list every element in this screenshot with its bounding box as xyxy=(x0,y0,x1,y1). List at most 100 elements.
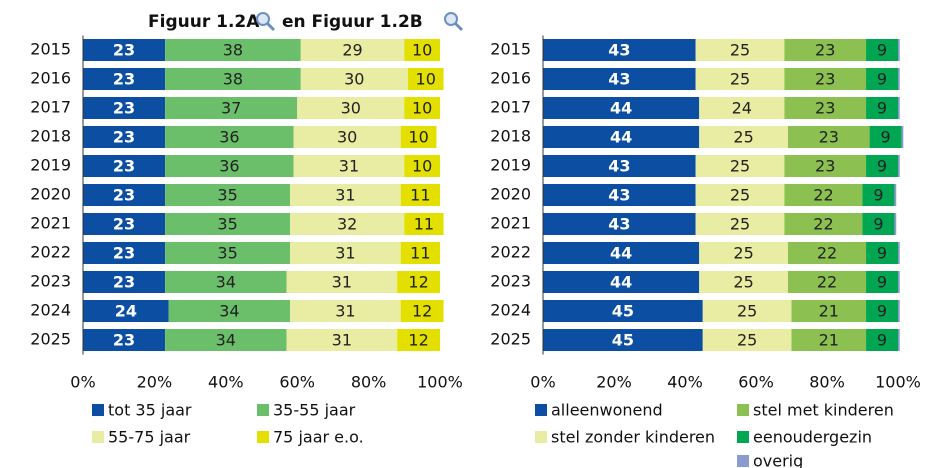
bar-segment xyxy=(165,97,298,119)
bar-segment xyxy=(300,68,408,90)
data-label: 34 xyxy=(219,302,239,321)
data-label: 9 xyxy=(880,128,890,147)
bar-segment xyxy=(543,68,696,90)
data-label: 22 xyxy=(813,215,833,234)
data-label: 29 xyxy=(342,41,362,60)
bar-segment xyxy=(165,329,287,351)
legend-swatch xyxy=(92,431,104,443)
data-label: 24 xyxy=(732,99,752,118)
bar-segment xyxy=(784,184,863,206)
y-tick-label: 2023 xyxy=(490,272,531,291)
bar-segment xyxy=(866,242,898,264)
bar-segment xyxy=(862,184,895,206)
bar-segment xyxy=(695,68,785,90)
data-label: 43 xyxy=(608,157,630,176)
x-tick-label: 80% xyxy=(809,373,845,392)
y-tick-label: 2022 xyxy=(490,243,531,262)
bar-segment xyxy=(83,242,166,264)
data-label: 23 xyxy=(113,128,135,147)
legend-swatch xyxy=(535,404,547,416)
bar-segment xyxy=(83,213,166,235)
y-tick-label: 2025 xyxy=(490,330,531,349)
bar-segment xyxy=(165,242,291,264)
data-label: 10 xyxy=(412,157,432,176)
bar-segment xyxy=(404,213,444,235)
bar-segment xyxy=(866,300,898,322)
data-label: 45 xyxy=(612,331,634,350)
x-tick-label: 100% xyxy=(875,373,921,392)
data-label: 36 xyxy=(219,157,239,176)
data-label: 35 xyxy=(217,244,237,263)
data-label: 43 xyxy=(608,215,630,234)
data-label: 30 xyxy=(337,128,357,147)
data-label: 25 xyxy=(730,186,750,205)
data-label: 9 xyxy=(877,302,887,321)
zoom-icon[interactable] xyxy=(256,12,276,32)
bar-segment xyxy=(290,213,405,235)
bar-segment xyxy=(791,329,867,351)
y-tick-label: 2021 xyxy=(490,214,531,233)
data-label: 31 xyxy=(332,273,352,292)
data-label: 23 xyxy=(113,186,135,205)
bar-segment xyxy=(543,184,696,206)
bar-segment xyxy=(862,213,895,235)
data-label: 25 xyxy=(733,128,753,147)
legend-label: tot 35 jaar xyxy=(108,401,192,420)
data-label: 23 xyxy=(113,273,135,292)
y-tick-label: 2017 xyxy=(490,98,531,117)
bar-segment xyxy=(83,39,166,61)
zoom-icon[interactable] xyxy=(444,12,464,32)
data-label: 25 xyxy=(737,302,757,321)
bar-segment xyxy=(866,271,898,293)
data-label: 22 xyxy=(817,244,837,263)
bar-segment xyxy=(83,68,166,90)
data-label: 9 xyxy=(877,41,887,60)
data-label: 12 xyxy=(408,273,428,292)
legend-swatch xyxy=(737,404,749,416)
legend-label: 75 jaar e.o. xyxy=(273,428,364,447)
y-tick-label: 2018 xyxy=(30,127,71,146)
data-label: 22 xyxy=(817,273,837,292)
bar-segment xyxy=(293,155,405,177)
bar-segment xyxy=(784,68,867,90)
data-label: 9 xyxy=(877,331,887,350)
data-label: 35 xyxy=(217,215,237,234)
bar-segment xyxy=(898,329,900,351)
bar-segment xyxy=(407,68,444,90)
bar-segment xyxy=(787,242,867,264)
bar-segment xyxy=(784,39,867,61)
data-label: 11 xyxy=(414,215,434,234)
data-label: 31 xyxy=(335,302,355,321)
bar-segment xyxy=(400,242,440,264)
bar-segment xyxy=(165,213,291,235)
legend-swatch xyxy=(535,431,547,443)
bar-segment xyxy=(699,97,785,119)
data-label: 43 xyxy=(608,186,630,205)
data-label: 34 xyxy=(216,331,236,350)
data-label: 10 xyxy=(412,99,432,118)
bar-segment xyxy=(784,97,867,119)
bar-segment xyxy=(83,329,166,351)
data-label: 25 xyxy=(730,157,750,176)
data-label: 12 xyxy=(408,331,428,350)
y-tick-label: 2022 xyxy=(30,243,71,262)
y-tick-label: 2024 xyxy=(30,301,71,320)
data-label: 9 xyxy=(877,244,887,263)
bar-segment xyxy=(404,39,440,61)
x-tick-label: 20% xyxy=(596,373,632,392)
bar-segment xyxy=(290,184,401,206)
data-label: 44 xyxy=(610,128,632,147)
y-tick-label: 2017 xyxy=(30,98,71,117)
bar-segment xyxy=(83,300,169,322)
bar-segment xyxy=(404,97,440,119)
bar-segment xyxy=(695,155,785,177)
data-label: 44 xyxy=(610,244,632,263)
data-label: 23 xyxy=(113,244,135,263)
bar-segment xyxy=(400,300,444,322)
data-label: 44 xyxy=(610,273,632,292)
data-label: 23 xyxy=(113,41,135,60)
data-label: 9 xyxy=(877,157,887,176)
data-label: 25 xyxy=(737,331,757,350)
bar-segment xyxy=(293,126,401,148)
